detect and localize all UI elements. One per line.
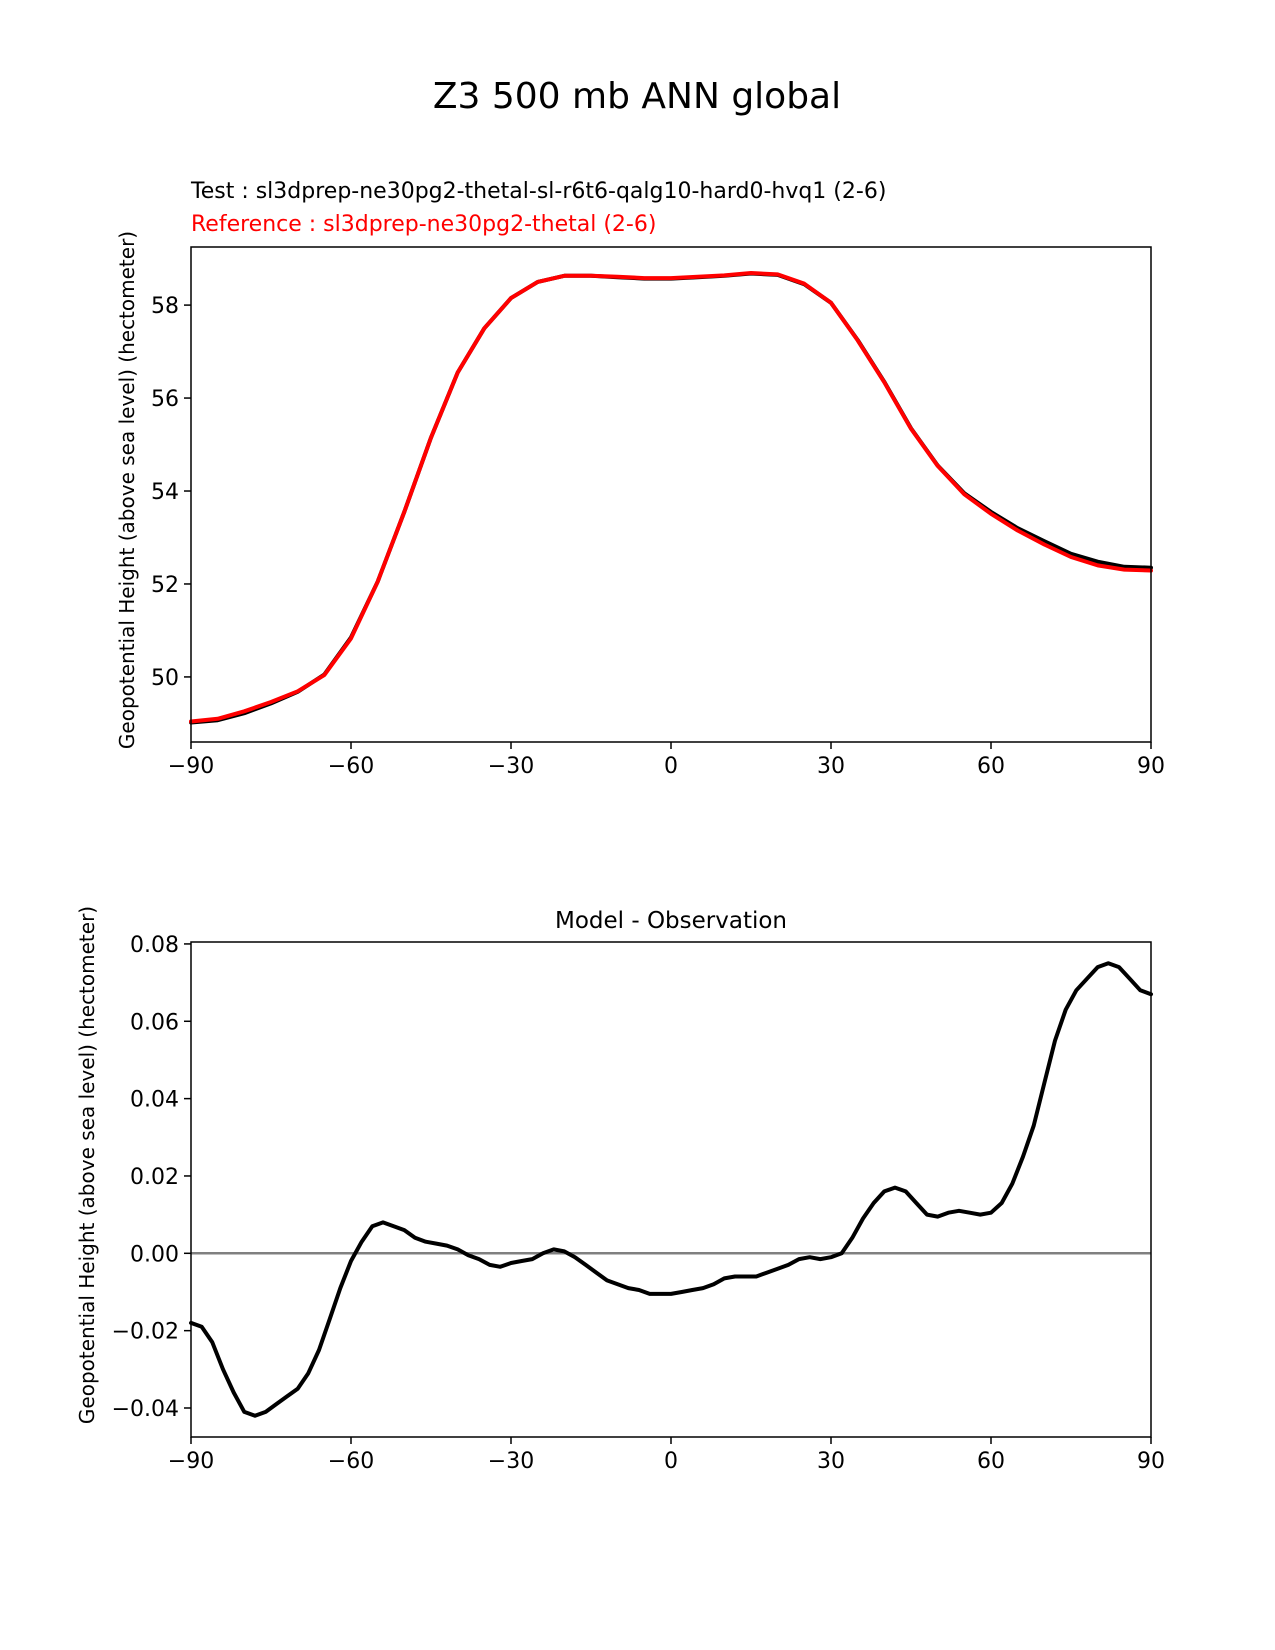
difference-line <box>189 961 1153 1418</box>
series-line-reference <box>189 271 1153 724</box>
reference-label: Reference : sl3dprep-ne30pg2-thetal (2-6… <box>191 212 656 237</box>
top-x-tick-label: −30 <box>488 754 534 779</box>
y-axis-label-top: Geopotential Height (above sea level) (h… <box>115 231 139 749</box>
test-label: Test : sl3dprep-ne30pg2-thetal-sl-r6t6-q… <box>190 179 886 204</box>
bottom-x-tick-label: 0 <box>664 1449 678 1474</box>
figure-title: Z3 500 mb ANN global <box>433 76 841 117</box>
bottom-y-tick-label: −0.02 <box>112 1320 179 1345</box>
top-y-tick-label: 52 <box>151 573 179 598</box>
bottom-y-tick-label: −0.04 <box>112 1397 179 1422</box>
panel-test-reference: Test : sl3dprep-ne30pg2-thetal-sl-r6t6-q… <box>115 179 1165 779</box>
top-y-tick-label: 56 <box>151 387 179 412</box>
bottom-x-tick-label: 60 <box>977 1449 1005 1474</box>
plot-frame-top <box>190 246 1152 743</box>
top-y-tick-label: 50 <box>151 666 179 691</box>
y-axis-label-bottom: Geopotential Height (above sea level) (h… <box>75 906 99 1424</box>
top-y-tick-label: 54 <box>151 480 179 505</box>
panel-difference: Model - Observation Geopotential Height … <box>75 906 1165 1474</box>
top-y-tick-label: 58 <box>151 294 179 319</box>
top-x-tick-label: 30 <box>817 754 845 779</box>
bottom-x-tick-label: 90 <box>1137 1449 1165 1474</box>
bottom-y-tick-label: 0.06 <box>130 1010 179 1035</box>
bottom-x-tick-label: −60 <box>328 1449 374 1474</box>
bottom-y-tick-label: 0.00 <box>130 1242 179 1267</box>
bottom-x-tick-label: −30 <box>488 1449 534 1474</box>
top-x-tick-label: −60 <box>328 754 374 779</box>
bottom-x-tick-label: −90 <box>168 1449 214 1474</box>
bottom-y-tick-label: 0.08 <box>130 933 179 958</box>
top-x-tick-label: 0 <box>664 754 678 779</box>
top-x-tick-label: −90 <box>168 754 214 779</box>
bottom-y-tick-label: 0.04 <box>130 1088 179 1113</box>
top-x-tick-label: 90 <box>1137 754 1165 779</box>
top-x-tick-label: 60 <box>977 754 1005 779</box>
plot-frame-bottom <box>190 941 1152 1438</box>
bottom-x-tick-label: 30 <box>817 1449 845 1474</box>
bottom-y-tick-label: 0.02 <box>130 1165 179 1190</box>
difference-title: Model - Observation <box>555 908 787 934</box>
